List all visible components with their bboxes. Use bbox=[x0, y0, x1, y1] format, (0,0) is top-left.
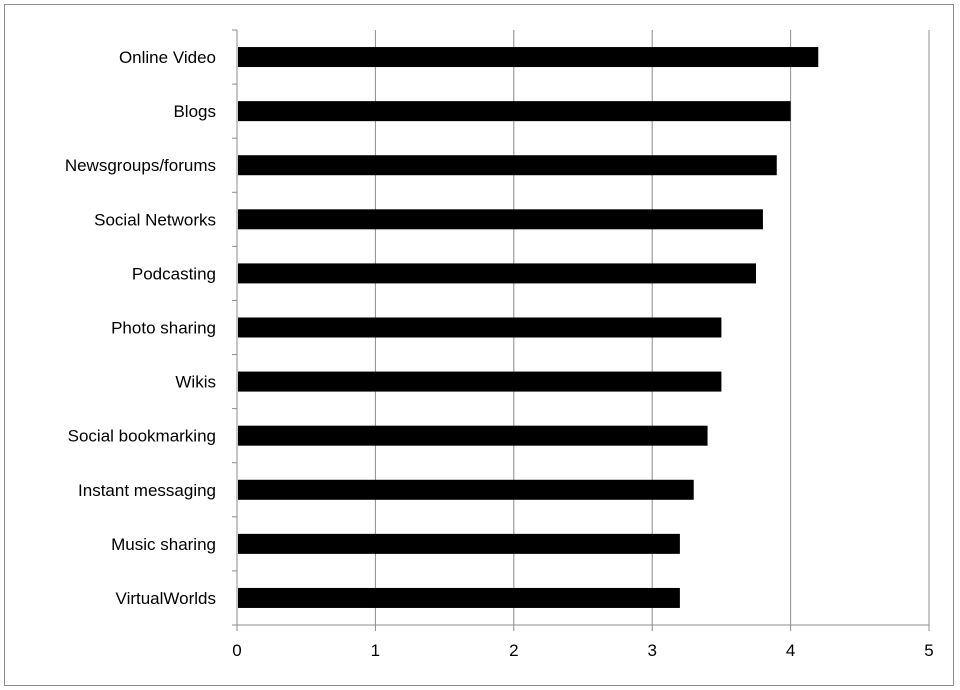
bar bbox=[238, 101, 791, 122]
category-label: Wikis bbox=[175, 373, 216, 392]
x-tick-label: 4 bbox=[786, 641, 795, 660]
bar bbox=[238, 371, 722, 392]
bar bbox=[238, 425, 708, 446]
bar bbox=[238, 479, 694, 500]
bar bbox=[238, 533, 680, 554]
category-label: Online Video bbox=[119, 48, 216, 67]
bar bbox=[238, 317, 722, 338]
bar bbox=[238, 587, 680, 608]
category-label: Instant messaging bbox=[78, 481, 216, 500]
bar bbox=[238, 155, 777, 176]
category-label: Podcasting bbox=[132, 264, 216, 283]
category-label: VirtualWorlds bbox=[116, 589, 216, 608]
x-tick-label: 0 bbox=[232, 641, 241, 660]
category-label: Blogs bbox=[173, 102, 216, 121]
category-label: Music sharing bbox=[111, 535, 216, 554]
axes bbox=[232, 29, 930, 631]
bar bbox=[238, 47, 819, 68]
x-tick-label: 2 bbox=[509, 641, 518, 660]
tick-labels: 0 1 2 3 4 5 bbox=[232, 641, 933, 660]
category-label: Social bookmarking bbox=[68, 427, 216, 446]
category-label: Photo sharing bbox=[111, 319, 216, 338]
x-tick-label: 3 bbox=[647, 641, 656, 660]
category-labels: Online Video Blogs Newsgroups/forums Social… bbox=[65, 48, 216, 608]
x-tick-label: 1 bbox=[371, 641, 380, 660]
x-tick-label: 5 bbox=[924, 641, 933, 660]
bars bbox=[238, 47, 819, 608]
bar bbox=[238, 209, 763, 230]
bar bbox=[238, 263, 756, 284]
category-label: Newsgroups/forums bbox=[65, 156, 216, 175]
category-label: Social Networks bbox=[94, 210, 216, 229]
